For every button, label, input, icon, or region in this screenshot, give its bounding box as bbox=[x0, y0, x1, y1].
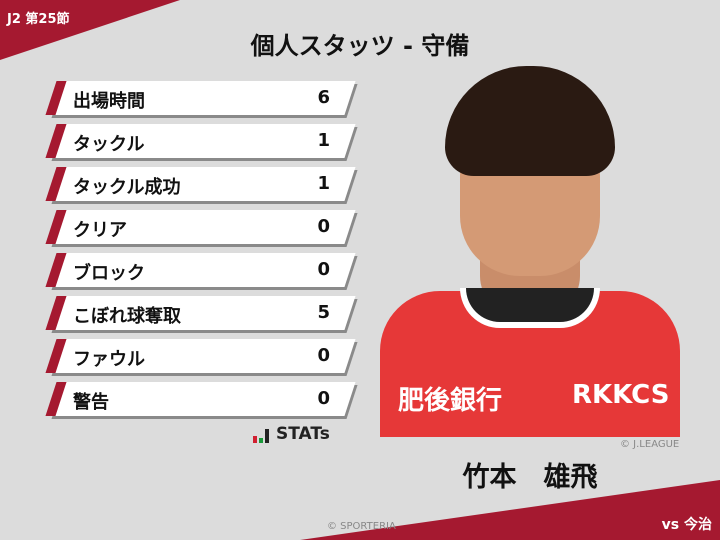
stat-label: タックル成功 bbox=[73, 177, 181, 198]
stat-label: こぼれ球奪取 bbox=[73, 306, 181, 327]
stat-label: 警告 bbox=[73, 392, 109, 413]
logo-bar-icon bbox=[265, 429, 269, 443]
corner-banner-bottom bbox=[300, 480, 720, 540]
stats-logo: STATs bbox=[253, 426, 330, 443]
copyright: © SPORTERIA bbox=[327, 521, 396, 532]
stat-value: 6 bbox=[317, 87, 330, 108]
corner-banner-top bbox=[0, 0, 180, 60]
stat-row: タックル 1 bbox=[45, 124, 356, 158]
stat-row: クリア 0 bbox=[45, 210, 356, 244]
stat-row: 警告 0 bbox=[45, 382, 356, 416]
stat-value: 0 bbox=[317, 345, 330, 366]
stat-row: こぼれ球奪取 5 bbox=[45, 296, 356, 330]
player-photo: 肥後銀行 RKKCS bbox=[380, 66, 680, 437]
round-label: J2 第25節 bbox=[7, 12, 70, 27]
stat-label: クリア bbox=[73, 220, 127, 241]
player-name: 竹本 雄飛 bbox=[462, 462, 598, 493]
logo-bar-icon bbox=[259, 438, 263, 443]
stat-label: 出場時間 bbox=[73, 91, 145, 112]
stat-value: 1 bbox=[317, 173, 330, 194]
sponsor-text: RKKCS bbox=[572, 380, 670, 410]
sponsor-text: 肥後銀行 bbox=[398, 386, 503, 416]
stats-logo-text: STATs bbox=[276, 424, 330, 444]
logo-bar-icon bbox=[253, 436, 257, 443]
page-title: 個人スタッツ - 守備 bbox=[250, 32, 470, 60]
stat-row: 出場時間 6 bbox=[45, 81, 356, 115]
stat-label: タックル bbox=[73, 134, 145, 155]
stat-row: ブロック 0 bbox=[45, 253, 356, 287]
photo-credit: © J.LEAGUE bbox=[620, 439, 680, 450]
stat-label: ブロック bbox=[73, 263, 145, 284]
stat-value: 1 bbox=[317, 130, 330, 151]
stat-row: ファウル 0 bbox=[45, 339, 356, 373]
stat-row: タックル成功 1 bbox=[45, 167, 356, 201]
stat-value: 5 bbox=[317, 302, 330, 323]
stat-value: 0 bbox=[317, 388, 330, 409]
opponent-label: vs 今治 bbox=[661, 517, 712, 533]
stat-label: ファウル bbox=[73, 349, 145, 370]
stat-value: 0 bbox=[317, 259, 330, 280]
stat-value: 0 bbox=[317, 216, 330, 237]
